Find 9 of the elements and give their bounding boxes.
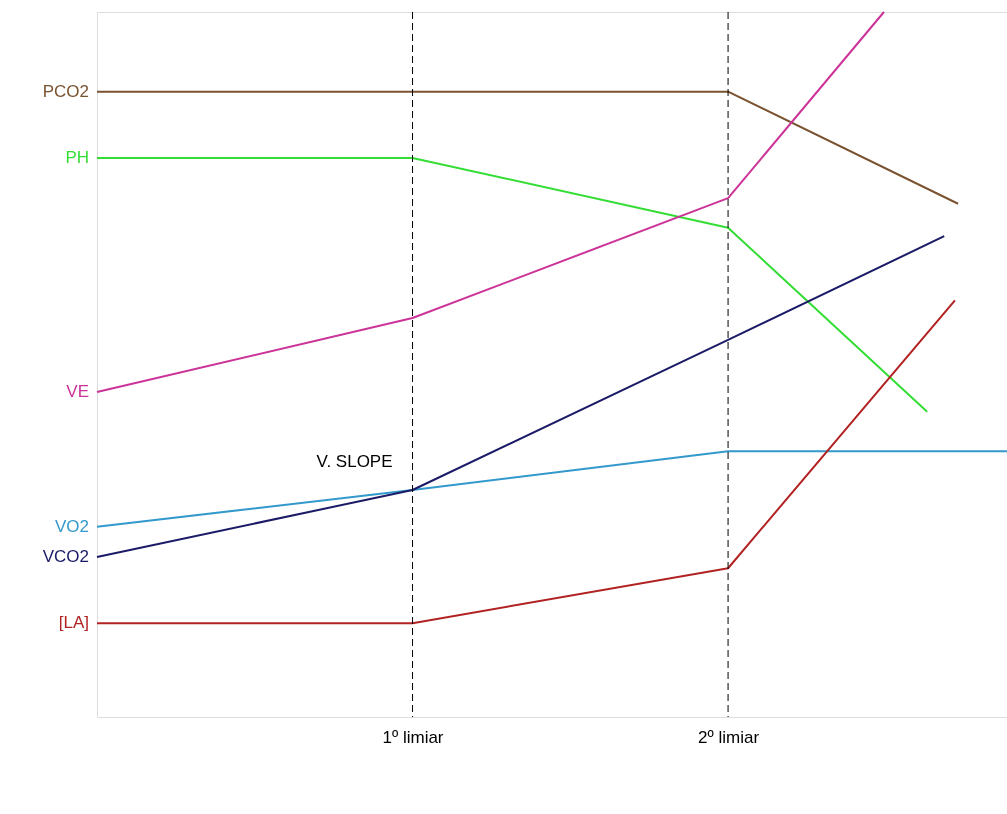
series-label: VO2: [54, 516, 89, 536]
series-label: VCO2: [42, 546, 89, 566]
series-label: PH: [65, 147, 89, 167]
series-label: VE: [66, 381, 89, 401]
series-label: [LA]: [58, 613, 89, 633]
series-label: PCO2: [42, 81, 89, 101]
x-tick-label: 2º limiar: [698, 727, 760, 747]
annotation: V. SLOPE: [316, 451, 393, 471]
x-tick-label: 1º limiar: [382, 727, 444, 747]
